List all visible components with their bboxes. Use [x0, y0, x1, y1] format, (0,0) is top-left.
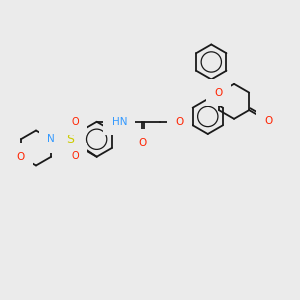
Text: HN: HN — [112, 117, 127, 127]
Text: O: O — [264, 116, 272, 126]
Text: S: S — [66, 133, 74, 146]
Text: O: O — [215, 88, 223, 98]
Text: O: O — [138, 137, 146, 148]
Text: O: O — [72, 151, 79, 161]
Text: O: O — [17, 152, 25, 162]
Text: N: N — [47, 134, 55, 144]
Text: O: O — [72, 117, 79, 128]
Text: O: O — [176, 117, 184, 127]
